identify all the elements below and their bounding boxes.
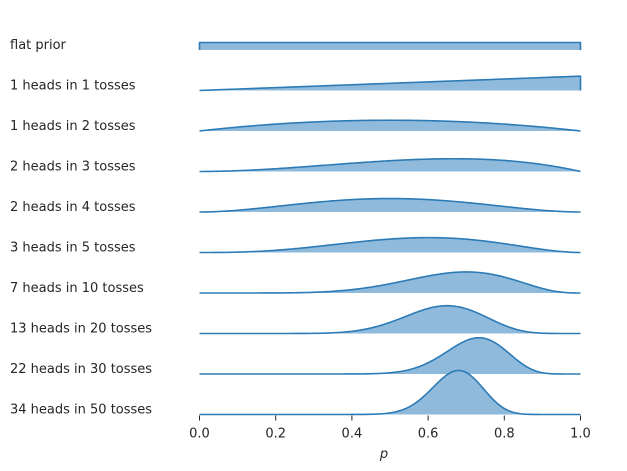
- x-axis-label: p: [379, 447, 388, 462]
- ridge-row: 2 heads in 4 tosses: [10, 197, 581, 215]
- x-axis: 0.0 0.2 0.4 0.6 0.8 1.0: [189, 415, 591, 442]
- ridge-row: 13 heads in 20 tosses: [10, 304, 581, 337]
- ridge-area: [199, 158, 581, 172]
- ridge-area: [199, 370, 581, 415]
- series-label: 22 heads in 30 tosses: [10, 362, 152, 377]
- ridge-line: [199, 369, 581, 416]
- ridge-row: 22 heads in 30 tosses: [10, 336, 581, 377]
- ridge-line: [199, 119, 581, 132]
- series-label: 2 heads in 4 tosses: [10, 200, 136, 215]
- ridge-area: [199, 120, 581, 131]
- ridge-line: [199, 236, 581, 254]
- series-label: 1 heads in 1 tosses: [10, 79, 136, 94]
- x-tick-label: 0.6: [418, 427, 439, 442]
- x-tick-label: 0.0: [189, 427, 210, 442]
- ridge-row: 1 heads in 2 tosses: [10, 119, 581, 134]
- ridge-row: 7 heads in 10 tosses: [10, 271, 581, 296]
- ridge-area: [199, 271, 581, 293]
- series-label: 13 heads in 20 tosses: [10, 322, 152, 337]
- series-label: 3 heads in 5 tosses: [10, 241, 136, 256]
- series-label: 1 heads in 2 tosses: [10, 119, 136, 134]
- ridge-area: [199, 237, 581, 253]
- series-label: 2 heads in 3 tosses: [10, 160, 136, 175]
- ridge-row: 3 heads in 5 tosses: [10, 236, 581, 256]
- ridge-line: [199, 336, 581, 375]
- ridge-area: [199, 198, 581, 212]
- ridge-row: 34 heads in 50 tosses: [10, 369, 581, 418]
- ridge-line: [199, 271, 581, 294]
- ridge-line: [199, 75, 582, 92]
- ridge-area: [199, 42, 581, 50]
- ridge-rows: flat prior 1 heads in 1 tosses 1 heads in …: [10, 38, 582, 418]
- ridge-line: [199, 157, 581, 173]
- ridge-row: 1 heads in 1 tosses: [10, 75, 582, 94]
- x-tick-label: 0.8: [494, 427, 515, 442]
- ridge-line: [198, 41, 582, 50]
- ridge-area: [199, 337, 581, 374]
- ridge-line: [199, 197, 581, 213]
- series-label: 34 heads in 50 tosses: [10, 403, 152, 418]
- ridge-area: [199, 305, 581, 334]
- ridge-row: flat prior: [10, 38, 582, 53]
- series-label: flat prior: [10, 38, 67, 53]
- ridge-line: [199, 304, 581, 335]
- x-tick-label: 0.2: [265, 427, 286, 442]
- x-tick-label: 1.0: [570, 427, 591, 442]
- series-label: 7 heads in 10 tosses: [10, 281, 144, 296]
- ridge-row: 2 heads in 3 tosses: [10, 157, 581, 175]
- x-tick-label: 0.4: [342, 427, 363, 442]
